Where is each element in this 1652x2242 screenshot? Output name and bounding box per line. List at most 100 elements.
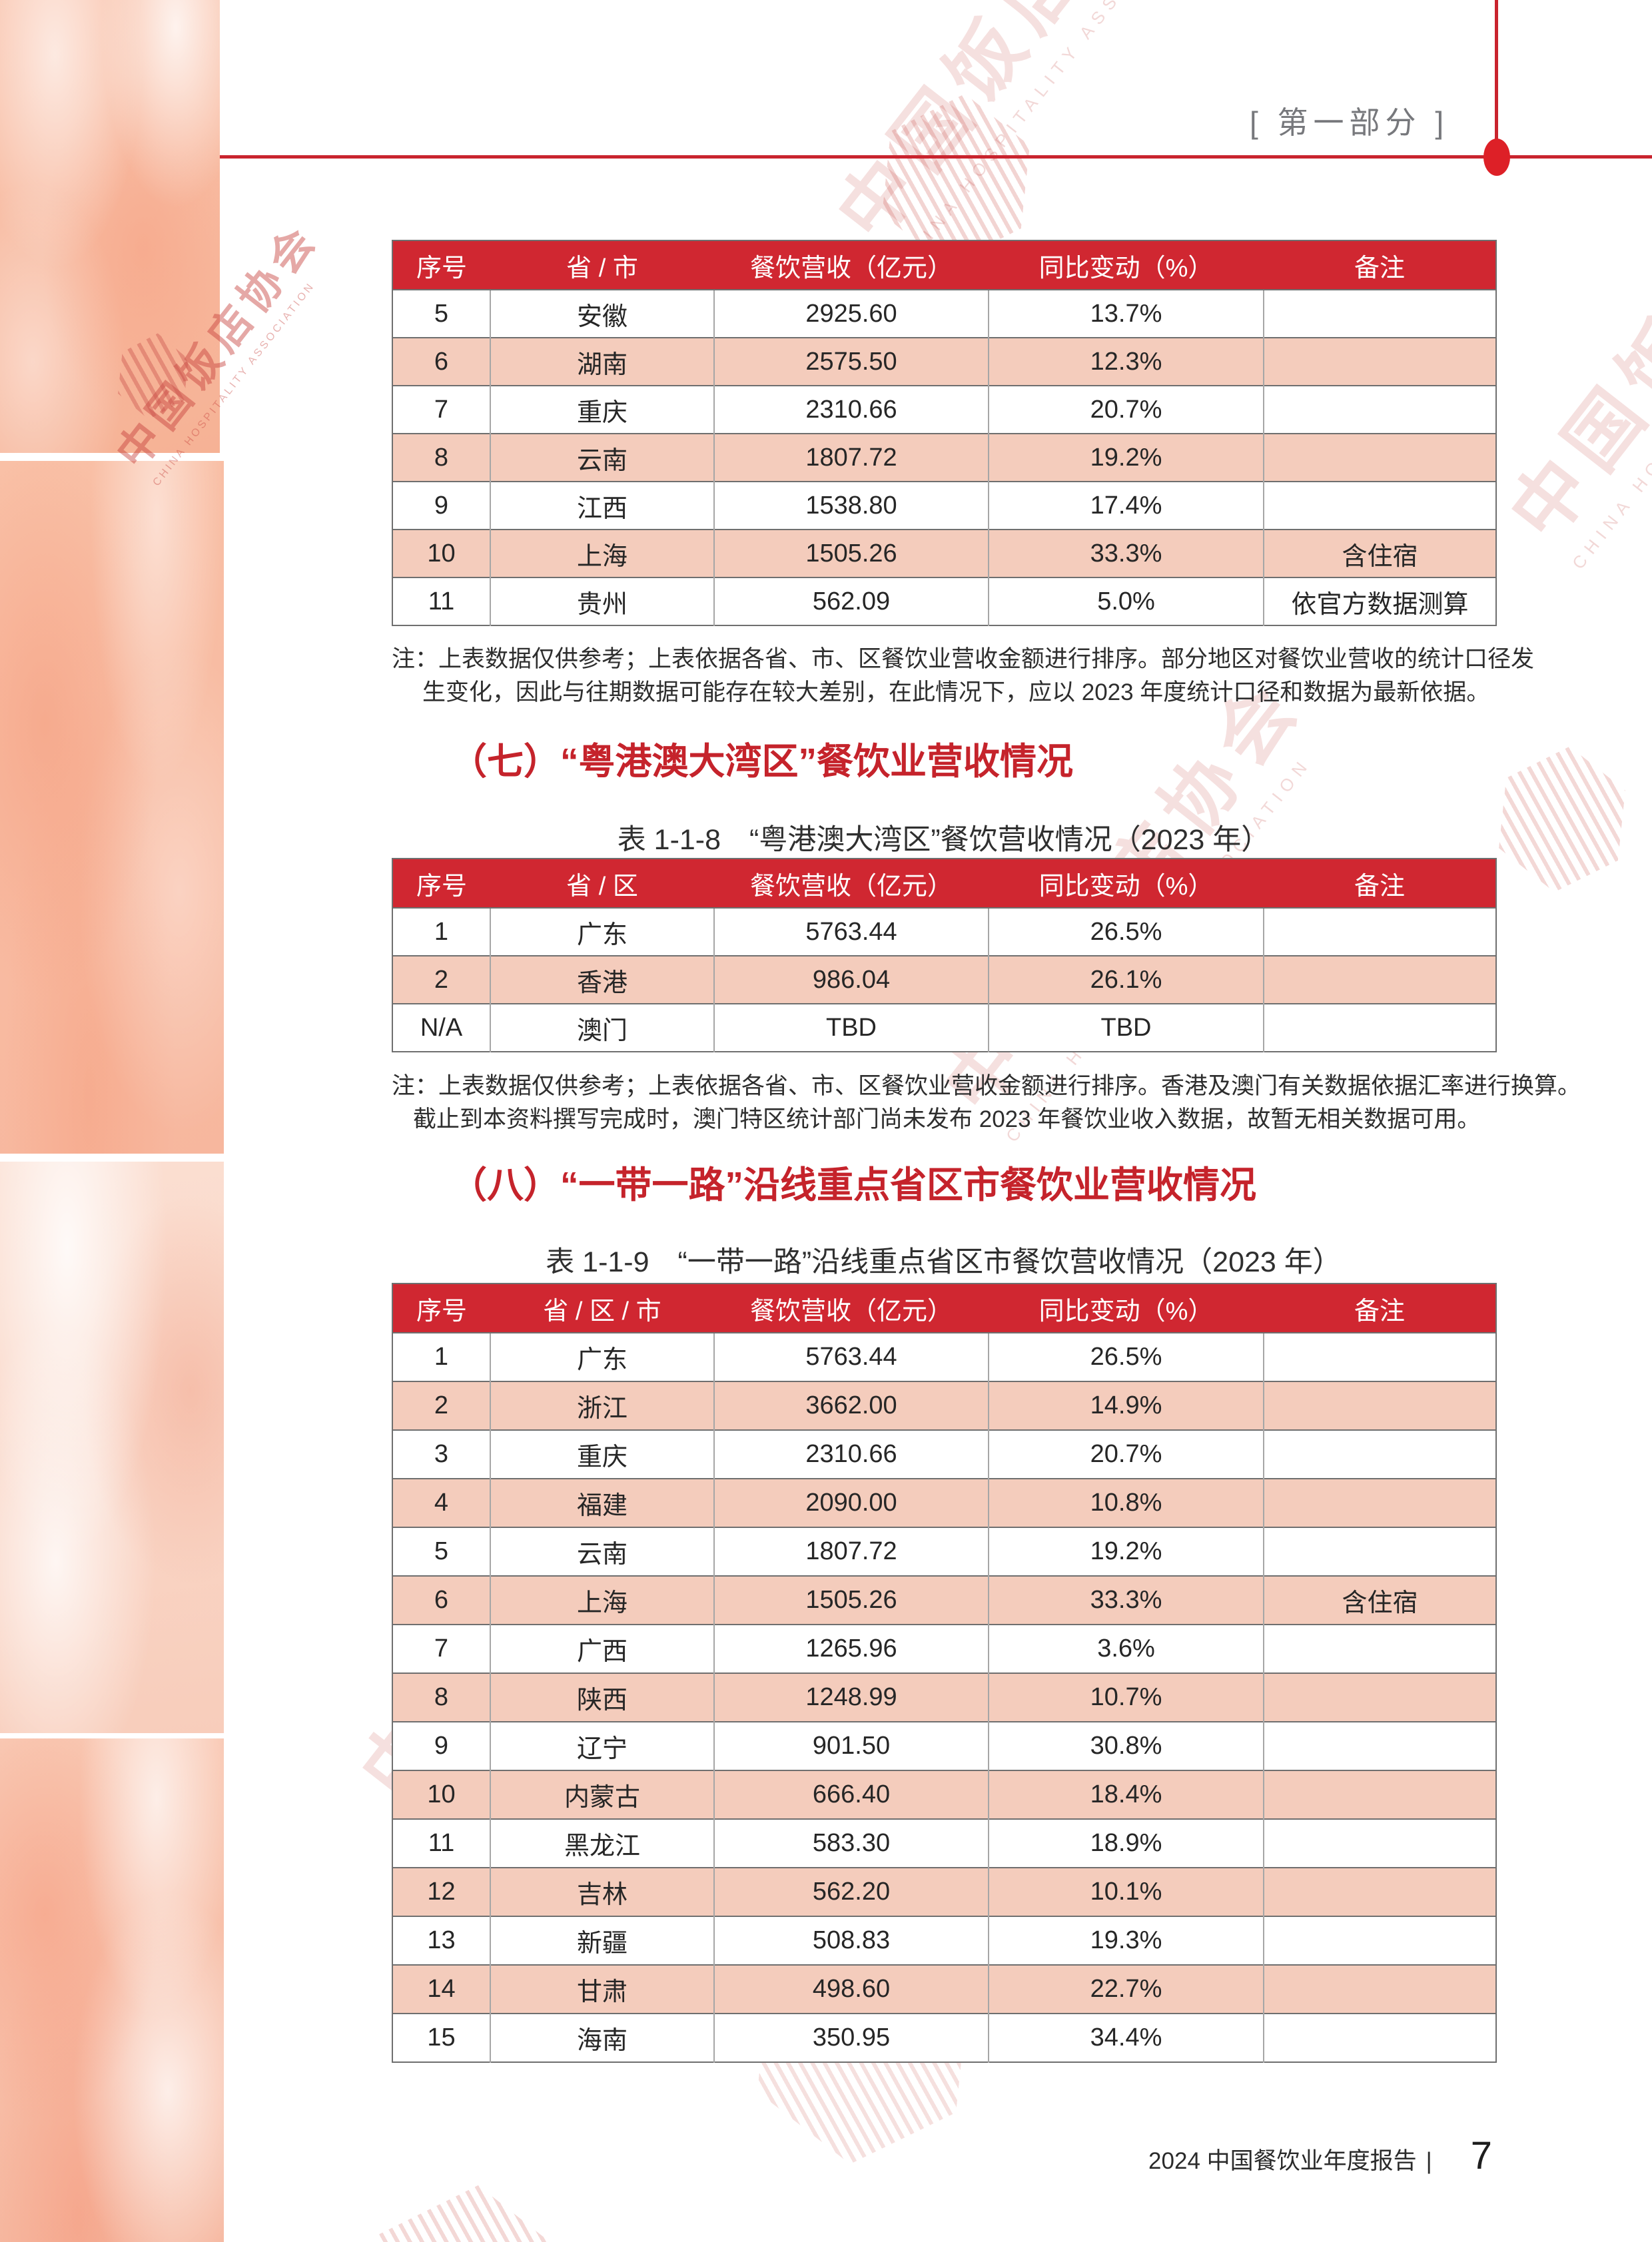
column-header-2: 餐饮营收（亿元） <box>714 859 989 908</box>
table-cell: TBD <box>713 1003 989 1052</box>
table-cell: 辽宁 <box>490 1721 714 1770</box>
table-header-row: 序号省 / 市餐饮营收（亿元） 同比变动（%） 备注 <box>392 240 1496 290</box>
column-header-1: 省 / 市 <box>490 240 714 290</box>
table-cell: 广东 <box>490 1332 714 1381</box>
association-logo-watermark <box>1495 740 1629 899</box>
section-7-heading: （七）“粤港澳大湾区”餐饮业营收情况 <box>450 741 1074 782</box>
table-cell <box>1263 1003 1496 1052</box>
page-number: 7 <box>1470 2134 1492 2177</box>
column-header-3: 同比变动（%） <box>989 859 1264 908</box>
table-row: 6 湖南 2575.50 12.3% <box>392 337 1496 386</box>
table-cell: 9 <box>392 481 490 530</box>
table-row: 4 福建 2090.00 10.8% <box>392 1478 1496 1527</box>
table-cell: 1807.72 <box>713 433 989 482</box>
note-line: 注：上表数据仅供参考；上表依据各省、市、区餐饮业营收金额进行排序。香港及澳门有关… <box>392 1073 1581 1099</box>
province-revenue-table-grid: 序号省 / 市餐饮营收（亿元） 同比变动（%） 备注 5 安徽 2925.60 13.7% 6… <box>392 240 1497 626</box>
table-cell: 498.60 <box>713 1964 989 2014</box>
table-cell: 350.95 <box>713 2013 989 2062</box>
table-cell: 583.30 <box>713 1818 989 1868</box>
table-1-1-9-caption: 表 1-1-9 “一带一路”沿线重点省区市餐饮营收情况（2023 年） <box>546 1246 1342 1278</box>
table-cell: 13 <box>392 1916 490 1965</box>
table-cell <box>1263 1429 1496 1479</box>
table-cell: 10.7% <box>988 1673 1264 1722</box>
table-cell: 986.04 <box>713 955 989 1004</box>
table-cell: 吉林 <box>490 1867 714 1916</box>
table-cell: 5.0% <box>988 577 1264 625</box>
table-row: 6 上海 1505.26 33.3% 含住宿 <box>392 1575 1496 1625</box>
column-header-4: 备注 <box>1264 240 1496 290</box>
column-header-1: 省 / 区 <box>490 859 714 908</box>
table-cell: 6 <box>392 1575 490 1625</box>
side-texture-upper-middle <box>0 461 224 1154</box>
table-cell: N/A <box>392 1003 490 1052</box>
table-row: 9 辽宁 901.50 30.8% <box>392 1721 1496 1770</box>
table-cell <box>1263 337 1496 386</box>
table-cell: 562.20 <box>713 1867 989 1916</box>
table-cell: 江西 <box>490 481 714 530</box>
table-cell: 26.5% <box>988 1332 1264 1381</box>
table-cell: 10.8% <box>988 1478 1264 1527</box>
table-cell: 20.7% <box>988 385 1264 434</box>
table-cell: 7 <box>392 1624 490 1673</box>
column-header-4: 备注 <box>1264 1284 1496 1333</box>
greater-bay-area-table-grid: 序号省 / 区餐饮营收（亿元） 同比变动（%） 备注 1 广东 5763.44 26.5% 2… <box>392 858 1497 1052</box>
table-cell: 2090.00 <box>713 1478 989 1527</box>
table-row: 7 重庆 2310.66 20.7% <box>392 385 1496 434</box>
column-header-3: 同比变动（%） <box>989 1284 1264 1333</box>
table-row: 14 甘肃 498.60 22.7% <box>392 1964 1496 2014</box>
table-row: 12 吉林 562.20 10.1% <box>392 1867 1496 1916</box>
table-cell: 1 <box>392 907 490 956</box>
table-cell: 901.50 <box>713 1721 989 1770</box>
table-cell <box>1263 1916 1496 1965</box>
table-cell <box>1263 1867 1496 1916</box>
column-header-4: 备注 <box>1264 859 1496 908</box>
side-texture-top <box>0 0 220 453</box>
table-cell <box>1263 289 1496 338</box>
table-cell: 508.83 <box>713 1916 989 1965</box>
table-cell: 贵州 <box>490 577 714 625</box>
table-cell: 12 <box>392 1867 490 1916</box>
column-header-0: 序号 <box>392 859 490 908</box>
table-cell: 7 <box>392 385 490 434</box>
table-cell: 34.4% <box>988 2013 1264 2062</box>
column-header-3: 同比变动（%） <box>989 240 1264 290</box>
table-row: 1 广东 5763.44 26.5% <box>392 907 1496 956</box>
table-cell <box>1263 1332 1496 1381</box>
table-cell <box>1263 1770 1496 1819</box>
greater-bay-area-note: 注：上表数据仅供参考；上表依据各省、市、区餐饮业营收金额进行排序。香港及澳门有关… <box>392 1070 1581 1136</box>
note-line: 截止到本资料撰写完成时，澳门特区统计部门尚未发布 2023 年餐饮业收入数据，故… <box>413 1106 1481 1132</box>
column-header-2: 餐饮营收（亿元） <box>714 1284 989 1333</box>
table-cell: 19.2% <box>988 433 1264 482</box>
header-vertical-rule <box>1495 0 1498 159</box>
table-cell: 2 <box>392 955 490 1004</box>
side-texture-lower-middle <box>0 1162 224 1733</box>
table-cell: 22.7% <box>988 1964 1264 2014</box>
column-header-2: 餐饮营收（亿元） <box>714 240 989 290</box>
table-cell <box>1263 1478 1496 1527</box>
table-cell: 666.40 <box>713 1770 989 1819</box>
table-row: 11 贵州 562.09 5.0% 依官方数据测算 <box>392 577 1496 625</box>
table-cell: 9 <box>392 1721 490 1770</box>
column-header-0: 序号 <box>392 240 490 290</box>
table-row: 5 云南 1807.72 19.2% <box>392 1527 1496 1576</box>
table-cell: 重庆 <box>490 385 714 434</box>
table-cell: 3.6% <box>988 1624 1264 1673</box>
table-row: 8 云南 1807.72 19.2% <box>392 433 1496 482</box>
table-cell: 广西 <box>490 1624 714 1673</box>
table-cell: 12.3% <box>988 337 1264 386</box>
table-cell: 26.5% <box>988 907 1264 956</box>
table-row: 3 重庆 2310.66 20.7% <box>392 1429 1496 1479</box>
table-row: 1 广东 5763.44 26.5% <box>392 1332 1496 1381</box>
table-cell <box>1263 907 1496 956</box>
table-cell: 浙江 <box>490 1381 714 1430</box>
table-cell: 5763.44 <box>713 907 989 956</box>
association-logo-watermark <box>362 2175 571 2242</box>
table-cell <box>1263 385 1496 434</box>
table-row: 5 安徽 2925.60 13.7% <box>392 289 1496 338</box>
table-cell: 3662.00 <box>713 1381 989 1430</box>
table-cell: 13.7% <box>988 289 1264 338</box>
report-title: 2024 中国餐饮业年度报告 <box>1148 2148 1417 2174</box>
table-cell: 福建 <box>490 1478 714 1527</box>
table-cell: 18.9% <box>988 1818 1264 1868</box>
